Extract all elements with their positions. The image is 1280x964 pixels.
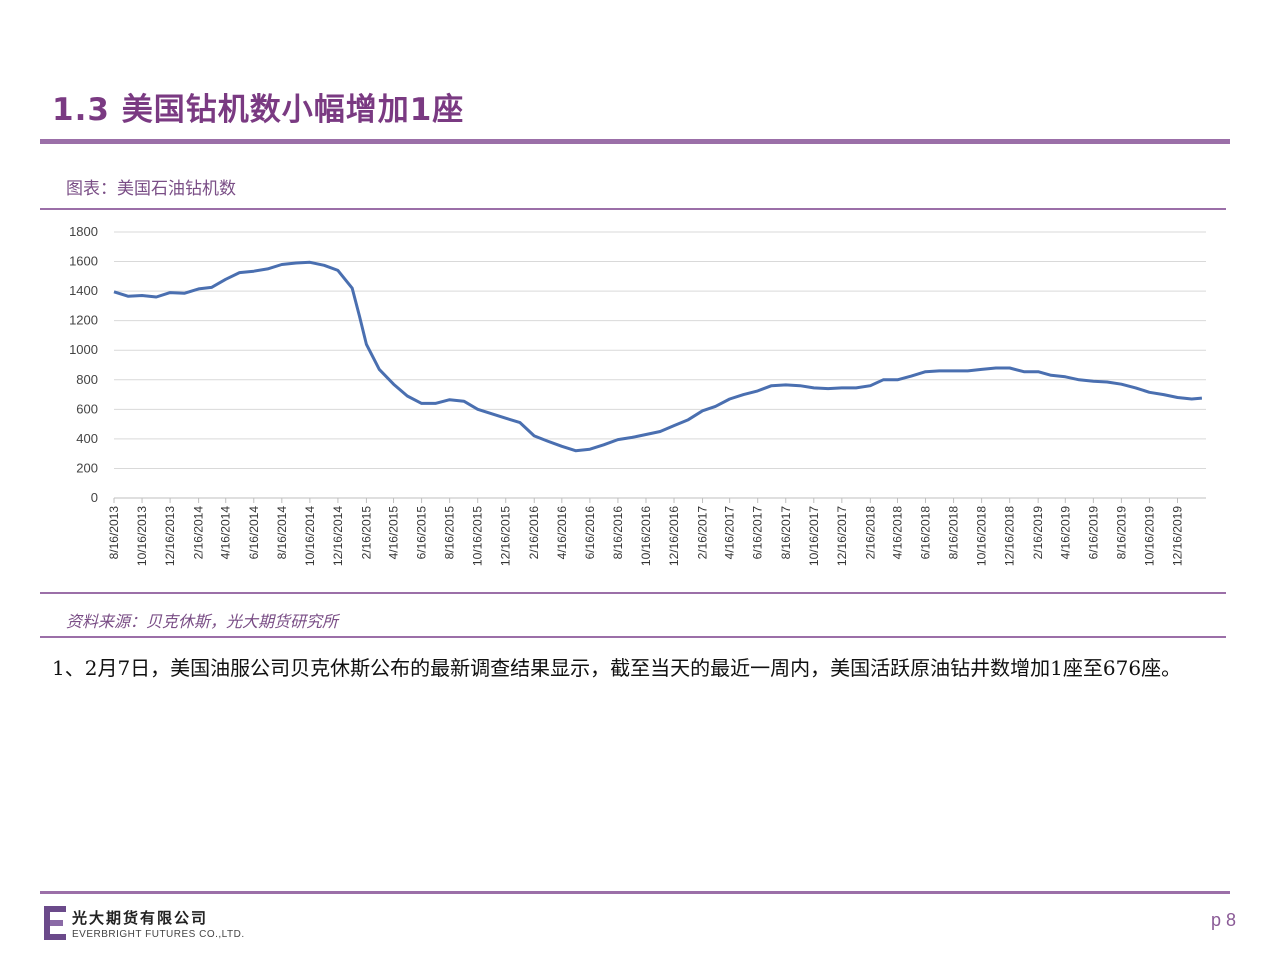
y-tick-label: 200 — [76, 460, 98, 475]
company-name-cn: 光大期货有限公司 — [72, 909, 209, 927]
x-tick-label: 12/16/2019 — [1170, 506, 1184, 566]
y-tick-label: 1600 — [69, 254, 98, 269]
x-tick-label: 10/16/2013 — [135, 506, 149, 566]
series-layer — [113, 260, 1203, 453]
x-tick-label: 4/16/2017 — [723, 506, 737, 560]
x-tick-label: 2/16/2019 — [1031, 506, 1045, 560]
chart-caption: 图表：美国石油钻机数 — [66, 179, 236, 199]
company-name-en: EVERBRIGHT FUTURES CO.,LTD. — [72, 929, 245, 940]
x-tick-label: 8/16/2017 — [779, 506, 793, 560]
x-tick-label: 6/16/2016 — [583, 506, 597, 560]
chart-bottom-divider — [40, 592, 1226, 594]
x-tick-label: 10/16/2019 — [1142, 506, 1156, 566]
x-tick-label: 10/16/2016 — [639, 506, 653, 566]
x-tick-label: 10/16/2018 — [975, 506, 989, 566]
y-tick-label: 600 — [76, 401, 98, 416]
y-tick-label: 800 — [76, 372, 98, 387]
x-tick-label: 2/16/2014 — [192, 506, 206, 560]
rig-count-chart: 0 200 400 600 800 1000 1200 1400 1600 1800 8/16/2… — [69, 224, 1206, 566]
x-tick-label: 6/16/2018 — [919, 506, 933, 560]
x-tick-label: 12/16/2017 — [835, 506, 849, 566]
x-tick-label: 4/16/2016 — [555, 506, 569, 560]
y-tick-label: 1000 — [69, 342, 98, 357]
x-tick-label: 8/16/2018 — [947, 506, 961, 560]
grid-layer — [114, 231, 1206, 499]
x-tick-label: 6/16/2017 — [751, 506, 765, 560]
x-tick-label: 8/16/2016 — [611, 506, 625, 560]
y-tick-label: 1400 — [69, 283, 98, 298]
x-tick-label: 10/16/2014 — [303, 506, 317, 566]
x-tick-label: 2/16/2018 — [863, 506, 877, 560]
x-tick-label: 12/16/2013 — [163, 506, 177, 566]
title-divider — [40, 139, 1230, 144]
page-number: p 8 — [1210, 910, 1236, 930]
series-line — [113, 260, 1203, 453]
y-tick-label: 1200 — [69, 313, 98, 328]
y-tick-label: 400 — [76, 431, 98, 446]
x-tick-label: 6/16/2019 — [1086, 506, 1100, 560]
x-tick-label: 2/16/2015 — [359, 506, 373, 560]
x-tick-label: 12/16/2016 — [667, 506, 681, 566]
x-tick-label: 4/16/2018 — [890, 506, 904, 560]
page-title: 1.3 美国钻机数小幅增加1座 — [52, 92, 465, 128]
company-logo-icon — [44, 906, 66, 940]
x-tick-label: 12/16/2018 — [1003, 506, 1017, 566]
x-tick-label: 4/16/2015 — [387, 506, 401, 560]
x-tick-label: 4/16/2014 — [219, 506, 233, 560]
source-divider — [40, 636, 1226, 638]
x-tick-label: 2/16/2017 — [696, 506, 710, 560]
x-tick-label: 4/16/2019 — [1058, 506, 1072, 560]
y-tick-label: 0 — [91, 490, 98, 505]
x-tick-label: 8/16/2014 — [275, 506, 289, 560]
x-axis-ticks: 8/16/2013 10/16/2013 12/16/2013 2/16/2014 4/… — [107, 498, 1184, 566]
x-tick-label: 6/16/2014 — [247, 506, 261, 560]
x-tick-label: 10/16/2015 — [471, 506, 485, 566]
x-tick-label: 6/16/2015 — [415, 506, 429, 560]
x-tick-label: 10/16/2017 — [807, 506, 821, 566]
footer-divider — [40, 891, 1230, 894]
x-tick-label: 8/16/2013 — [107, 506, 121, 560]
x-tick-label: 12/16/2014 — [331, 506, 345, 566]
x-tick-label: 8/16/2015 — [443, 506, 457, 560]
chart-header-divider — [40, 208, 1226, 210]
y-axis-ticks: 0 200 400 600 800 1000 1200 1400 1600 1800 — [69, 224, 98, 505]
x-tick-label: 12/16/2015 — [499, 506, 513, 566]
x-tick-label: 8/16/2019 — [1114, 506, 1128, 560]
chart-source: 资料来源：贝克休斯，光大期货研究所 — [66, 612, 339, 631]
y-tick-label: 1800 — [69, 224, 98, 239]
x-tick-label: 2/16/2016 — [527, 506, 541, 560]
body-paragraph: 1、2月7日，美国油服公司贝克休斯公布的最新调查结果显示，截至当天的最近一周内，… — [52, 656, 1182, 680]
